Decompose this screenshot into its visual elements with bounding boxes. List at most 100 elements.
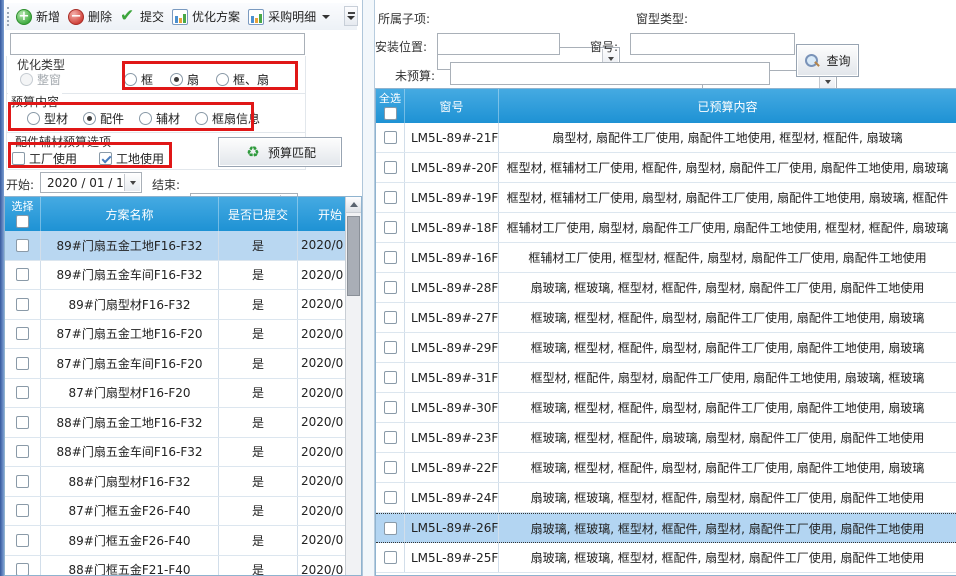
checkbox-site-use[interactable]: 工地使用 bbox=[99, 150, 164, 167]
radio-optimize-frame[interactable]: 框 bbox=[124, 71, 153, 88]
window-table-row[interactable]: LM5L-89#-20F18 框型材, 框辅材工厂使用, 框配件, 扇型材, 扇配… bbox=[376, 153, 956, 183]
budget-content-cell: 框型材, 框配件, 扇型材, 扇配件工厂使用, 扇配件工地使用, 扇玻璃, 框玻… bbox=[530, 371, 925, 385]
row-checkbox[interactable] bbox=[16, 297, 29, 311]
row-checkbox[interactable] bbox=[383, 521, 397, 535]
row-checkbox[interactable] bbox=[383, 281, 397, 294]
row-select-cell bbox=[376, 153, 405, 182]
row-checkbox[interactable] bbox=[383, 551, 397, 564]
check-icon bbox=[120, 6, 136, 26]
budget-content-cell: 框玻璃, 框型材, 框配件, 扇型材, 扇配件工厂使用, 扇配件工地使用, 扇玻… bbox=[530, 341, 925, 355]
row-checkbox[interactable] bbox=[383, 131, 397, 144]
toolbar-button-purchase-detail[interactable]: 采购明细 bbox=[245, 6, 333, 27]
budget-content-cell: 框玻璃, 框型材, 框配件, 扇型材, 扇配件工厂使用, 扇配件工地使用, 扇玻… bbox=[530, 461, 925, 475]
window-no-input[interactable] bbox=[630, 33, 795, 55]
radio-budget-frame-sash-info[interactable]: 框扇信息 bbox=[195, 110, 260, 127]
budget-content-cell: 扇玻璃, 框玻璃, 框型材, 框配件, 扇型材, 扇配件工厂使用, 扇配件工地使… bbox=[530, 521, 925, 536]
row-checkbox[interactable] bbox=[16, 238, 29, 252]
plan-filter-input[interactable] bbox=[10, 33, 305, 55]
scroll-up-button[interactable] bbox=[346, 197, 361, 213]
plan-table-row[interactable]: 89#门扇型材F16-F32 是 2020/0 bbox=[5, 290, 361, 320]
toolbar-button-add[interactable]: 新增 bbox=[13, 6, 63, 27]
budget-match-button[interactable]: ♻ 预算匹配 bbox=[218, 137, 342, 167]
window-table-row[interactable]: LM5L-89#-23F21 框玻璃, 框型材, 框配件, 扇玻璃, 扇型材, 扇… bbox=[376, 423, 956, 453]
window-table-row[interactable]: LM5L-89#-25F23 扇玻璃, 框玻璃, 框型材, 框配件, 扇型材, 扇… bbox=[376, 543, 956, 573]
row-checkbox[interactable] bbox=[383, 491, 397, 504]
plan-table-row[interactable]: 87#门扇五金车间F16-F20 是 2020/0 bbox=[5, 349, 361, 379]
panel-splitter[interactable] bbox=[362, 0, 375, 576]
window-table-row[interactable] bbox=[376, 573, 956, 575]
scrollbar-thumb[interactable] bbox=[347, 216, 360, 296]
select-all-checkbox[interactable] bbox=[16, 215, 29, 228]
start-date-picker[interactable]: 2020 / 01 / 1 bbox=[40, 172, 142, 193]
submitted-cell: 是 bbox=[219, 526, 298, 555]
row-checkbox[interactable] bbox=[16, 563, 29, 575]
window-table-row[interactable]: LM5L-89#-18F16 框辅材工厂使用, 扇型材, 扇配件工厂使用, 扇配件… bbox=[376, 213, 956, 243]
plan-table-row[interactable]: 88#门扇五金工地F16-F32 是 2020/0 bbox=[5, 408, 361, 438]
plan-table-row[interactable]: 87#门框五金F26-F40 是 2020/0 bbox=[5, 496, 361, 526]
row-checkbox[interactable] bbox=[383, 221, 397, 234]
row-checkbox[interactable] bbox=[16, 268, 29, 282]
radio-budget-fitting[interactable]: 配件 bbox=[83, 110, 124, 127]
window-table-row[interactable]: LM5L-89#-26F24 扇玻璃, 框玻璃, 框型材, 框配件, 扇型材, 扇… bbox=[376, 513, 956, 543]
select-all-checkbox[interactable] bbox=[383, 107, 397, 120]
window-table-row[interactable]: LM5L-89#-31F29 框型材, 框配件, 扇型材, 扇配件工厂使用, 扇配… bbox=[376, 363, 956, 393]
row-checkbox[interactable] bbox=[383, 431, 397, 444]
plan-table-row[interactable]: 87#门扇五金工地F16-F20 是 2020/0 bbox=[5, 319, 361, 349]
install-position-input[interactable] bbox=[437, 33, 560, 55]
query-button[interactable]: 查询 bbox=[796, 44, 859, 77]
window-table-row[interactable]: LM5L-89#-16F15 框辅材工厂使用, 框型材, 框配件, 扇型材, 扇配… bbox=[376, 243, 956, 273]
row-checkbox[interactable] bbox=[383, 161, 397, 174]
window-table-row[interactable]: LM5L-89#-22F20 框玻璃, 框型材, 框配件, 扇型材, 扇配件工厂使… bbox=[376, 453, 956, 483]
start-date-cell: 2020/0 bbox=[301, 267, 344, 282]
row-checkbox[interactable] bbox=[383, 191, 397, 204]
window-table-row[interactable]: LM5L-89#-19F17 框型材, 框辅材工厂使用, 扇型材, 扇配件工厂使用… bbox=[376, 183, 956, 213]
toolbar-button-delete[interactable]: 删除 bbox=[65, 6, 115, 27]
toolbar-button-submit[interactable]: 提交 bbox=[117, 6, 167, 27]
row-checkbox[interactable] bbox=[383, 341, 397, 354]
budget-content-cell: 框辅材工厂使用, 扇型材, 扇配件工厂使用, 扇配件工地使用, 框型材, 框配件… bbox=[506, 221, 949, 235]
radio-budget-auxiliary[interactable]: 辅材 bbox=[139, 110, 180, 127]
checkbox-factory-use[interactable]: 工厂使用 bbox=[12, 150, 77, 167]
row-checkbox[interactable] bbox=[16, 356, 29, 370]
submitted-cell: 是 bbox=[219, 231, 298, 260]
row-select-cell bbox=[5, 349, 41, 378]
row-checkbox[interactable] bbox=[383, 251, 397, 264]
plan-table-row[interactable]: 89#门扇五金工地F16-F32 是 2020/0 bbox=[5, 231, 361, 261]
toolbar-button-optimize-plan[interactable]: 优化方案 bbox=[169, 6, 243, 27]
plan-table-scrollbar[interactable] bbox=[345, 197, 361, 575]
radio-optimize-frame-sash[interactable]: 框、扇 bbox=[216, 71, 269, 88]
window-table-row[interactable]: LM5L-89#-27F25 框玻璃, 框型材, 框配件, 扇型材, 扇配件工厂使… bbox=[376, 303, 956, 333]
plan-table-body: 89#门扇五金工地F16-F32 是 2020/0 89#门扇五金车间F16-F32 是… bbox=[5, 231, 361, 575]
row-checkbox[interactable] bbox=[383, 311, 397, 324]
toolbar-overflow-button[interactable] bbox=[344, 6, 358, 26]
submitted-cell: 是 bbox=[219, 408, 298, 437]
plan-table-row[interactable]: 89#门扇五金车间F16-F32 是 2020/0 bbox=[5, 260, 361, 290]
row-checkbox[interactable] bbox=[16, 327, 29, 341]
window-table-row[interactable]: LM5L-89#-30F28 框玻璃, 框型材, 框配件, 扇型材, 扇配件工厂使… bbox=[376, 393, 956, 423]
row-checkbox[interactable] bbox=[16, 386, 29, 400]
no-budget-input[interactable] bbox=[450, 62, 770, 85]
row-checkbox[interactable] bbox=[16, 504, 29, 518]
plan-table-row[interactable]: 89#门框五金F26-F40 是 2020/0 bbox=[5, 526, 361, 556]
window-table-row[interactable]: LM5L-89#-21F19 扇型材, 扇配件工厂使用, 扇配件工地使用, 框型材… bbox=[376, 123, 956, 153]
plan-table-row[interactable]: 88#门扇五金车间F16-F32 是 2020/0 bbox=[5, 437, 361, 467]
start-date-cell: 2020/0 bbox=[301, 238, 344, 253]
plan-table-row[interactable]: 88#门框五金F21-F40 是 2020/0 bbox=[5, 555, 361, 575]
row-checkbox[interactable] bbox=[16, 445, 29, 459]
row-checkbox[interactable] bbox=[383, 371, 397, 384]
plan-table-row[interactable]: 88#门扇型材F16-F32 是 2020/0 bbox=[5, 467, 361, 497]
radio-budget-profile[interactable]: 型材 bbox=[27, 110, 68, 127]
window-table-row[interactable]: LM5L-89#-29F27 框玻璃, 框型材, 框配件, 扇型材, 扇配件工厂使… bbox=[376, 333, 956, 363]
start-date-dropdown-button[interactable] bbox=[124, 174, 140, 191]
radio-icon bbox=[27, 111, 40, 125]
row-checkbox[interactable] bbox=[16, 533, 29, 547]
window-table-row[interactable]: LM5L-89#-24F22 扇玻璃, 框玻璃, 框型材, 框配件, 扇型材, 扇… bbox=[376, 483, 956, 513]
radio-optimize-sash[interactable]: 扇 bbox=[170, 71, 199, 88]
window-table-row[interactable]: LM5L-89#-28F26 扇玻璃, 框玻璃, 框型材, 框配件, 扇型材, 扇… bbox=[376, 273, 956, 303]
row-checkbox[interactable] bbox=[383, 461, 397, 474]
row-checkbox[interactable] bbox=[383, 401, 397, 414]
plan-table-row[interactable]: 87#门扇型材F16-F20 是 2020/0 bbox=[5, 378, 361, 408]
row-checkbox[interactable] bbox=[16, 415, 29, 429]
row-checkbox[interactable] bbox=[16, 474, 29, 488]
no-budget-label: 未预算: bbox=[395, 69, 436, 83]
